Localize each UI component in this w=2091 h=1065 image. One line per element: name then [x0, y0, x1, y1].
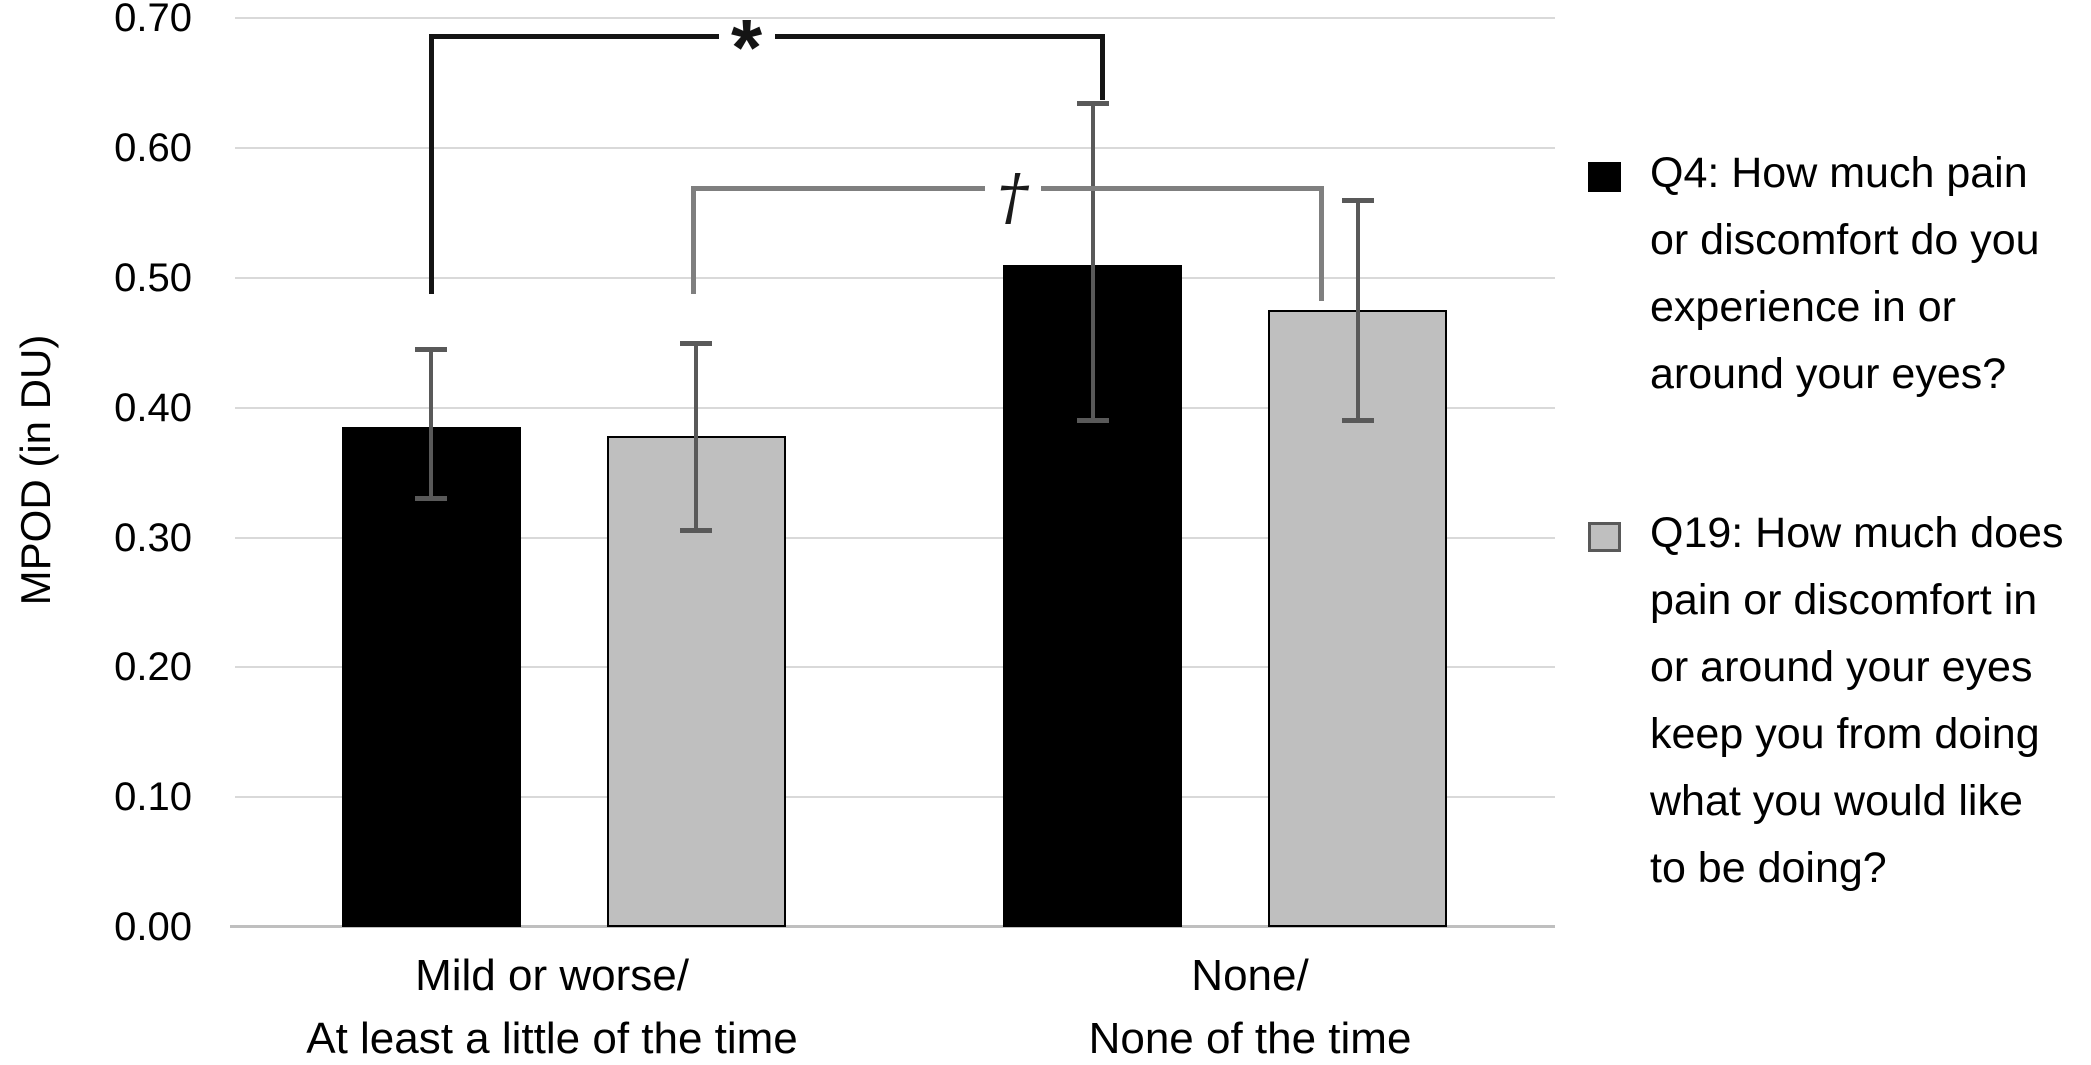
y-tick-label-0.50: 0.50	[114, 256, 192, 300]
error-cap-top-Q4-group1	[415, 347, 447, 353]
bar-Q4-group1	[341, 427, 521, 927]
bracket-Q19-right-segment	[1040, 185, 1322, 191]
legend-label-Q4: Q4: How much pain or discomfort do you e…	[1650, 149, 2040, 398]
bracket-Q19-right-leg	[1319, 185, 1324, 302]
error-bar-Q19-group2	[1355, 200, 1360, 421]
error-cap-bottom-Q4-group1	[415, 495, 447, 501]
gridline-0.10	[235, 796, 1555, 799]
error-bar-Q19-group1	[694, 342, 698, 532]
y-tick-label-0.40: 0.40	[114, 385, 192, 430]
error-cap-top-Q19-group2	[1341, 198, 1374, 204]
gridline-0.30	[235, 536, 1555, 539]
significance-asterisk: *	[731, 2, 763, 92]
gridline-0.70	[235, 17, 1555, 20]
bracket-Q4-right-segment	[774, 33, 1103, 39]
y-tick-label-0.00: 0.00	[114, 905, 192, 949]
y-tick-label-0.20: 0.20	[114, 645, 192, 690]
legend-swatch-Q19	[1588, 522, 1621, 552]
y-tick-label-0.70: 0.70	[114, 0, 192, 41]
legend-label-Q19: Q19: How much does pain or discomfort in…	[1650, 509, 2064, 892]
y-tick-label-0.60: 0.60	[114, 126, 192, 171]
error-cap-top-Q19-group1	[680, 340, 712, 346]
y-tick-label-0.10: 0.10	[114, 775, 192, 820]
gridline-0.20	[235, 666, 1555, 669]
x-axis-line	[230, 925, 1555, 928]
error-bar-Q4-group2	[1090, 102, 1095, 421]
error-cap-bottom-Q19-group1	[680, 528, 712, 534]
bracket-Q19-left-segment	[693, 185, 985, 191]
gridline-0.50	[235, 277, 1555, 279]
gridline-0.60	[235, 147, 1555, 150]
x-axis-label-group1: Mild or worse/ At least a little of the …	[306, 951, 798, 1063]
bracket-Q4-left-leg	[428, 33, 434, 294]
error-cap-bottom-Q19-group2	[1341, 417, 1374, 423]
error-cap-bottom-Q4-group2	[1076, 417, 1109, 423]
x-axis-label-group2: None/ None of the time	[1088, 951, 1412, 1063]
bracket-Q4-right-leg	[1100, 33, 1105, 101]
bracket-Q4-left-segment	[431, 33, 719, 39]
bracket-Q19-left-leg	[690, 185, 696, 294]
gridline-0.40	[235, 406, 1555, 409]
error-bar-Q4-group1	[429, 349, 433, 499]
error-cap-top-Q4-group2	[1076, 100, 1109, 106]
significance-dagger: †	[997, 159, 1029, 233]
legend-swatch-Q4	[1588, 162, 1621, 192]
y-tick-label-0.30: 0.30	[114, 515, 192, 560]
